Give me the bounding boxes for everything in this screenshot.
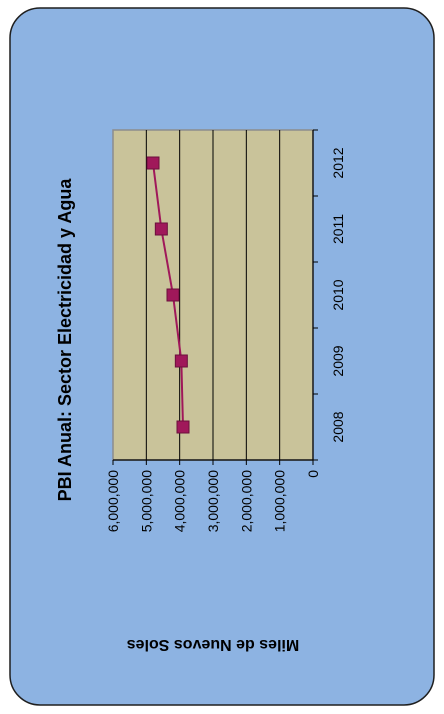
value-tick-label: 4,000,000 bbox=[172, 470, 188, 532]
data-point-marker bbox=[166, 288, 180, 302]
value-tick-label: 2,000,000 bbox=[238, 470, 254, 532]
value-tick-label: 6,000,000 bbox=[105, 470, 121, 532]
category-tick-label: 2010 bbox=[330, 279, 346, 310]
value-tick-label: 1,000,000 bbox=[272, 470, 288, 532]
chart-title: PBI Anual: Sector Electricidad y Agua bbox=[55, 178, 75, 502]
data-point-marker bbox=[146, 156, 160, 170]
value-tick-label: 3,000,000 bbox=[205, 470, 221, 532]
data-point-marker bbox=[154, 222, 168, 236]
category-tick-label: 2011 bbox=[330, 214, 346, 244]
value-tick-label: 0 bbox=[305, 470, 321, 478]
category-tick-label: 2008 bbox=[330, 411, 346, 442]
y-axis-label: Miles de Nuevos Soles bbox=[127, 636, 300, 653]
category-tick-label: 2009 bbox=[330, 345, 346, 376]
chart: 0 1,000,000 2,000,000 3,000,000 4,000,000 5,0… bbox=[55, 129, 346, 653]
data-point-marker bbox=[176, 420, 190, 434]
value-tick-label: 5,000,000 bbox=[138, 470, 154, 532]
category-tick-label: 2012 bbox=[330, 147, 346, 178]
data-point-marker bbox=[174, 354, 188, 368]
